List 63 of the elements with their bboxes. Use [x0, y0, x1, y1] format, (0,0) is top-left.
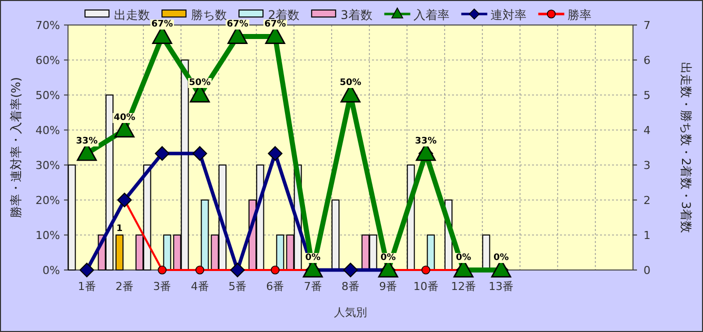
- legend-label: 入着率: [413, 8, 450, 22]
- x-axis-title: 人気別: [334, 306, 367, 319]
- data-label: 40%: [114, 113, 136, 123]
- data-label: 0%: [305, 253, 320, 263]
- y2-tick-label: 0: [644, 264, 650, 277]
- x-tick-label: 1番: [78, 280, 96, 293]
- y2-tick-label: 4: [644, 124, 650, 137]
- x-tick-label: 6番: [266, 280, 284, 293]
- y2-tick-label: 1: [644, 229, 650, 242]
- x-tick-label: 10番: [413, 280, 438, 293]
- y-tick-label: 60%: [36, 54, 60, 67]
- legend-label: 勝率: [567, 8, 592, 22]
- x-tick-label: 3番: [153, 280, 172, 293]
- data-label: 0%: [380, 253, 396, 263]
- data-label: 67%: [264, 20, 286, 30]
- x-tick-label: 5番: [228, 280, 246, 293]
- y-axis-title: 勝率・連対率・入着率(%): [9, 77, 23, 218]
- x-tick-label: 13番: [488, 280, 514, 293]
- data-label: 0%: [494, 253, 509, 263]
- point: [158, 266, 167, 274]
- y-tick-label: 40%: [36, 124, 60, 137]
- data-label: 33%: [415, 136, 437, 146]
- point: [230, 262, 245, 278]
- point: [268, 146, 282, 161]
- y2-tick-label: 7: [644, 19, 650, 32]
- point: [343, 262, 358, 278]
- x-tick-label: 9番: [379, 280, 398, 293]
- x-tick-label: 12番: [451, 280, 476, 293]
- legend-label: 連対率: [490, 8, 526, 22]
- y-tick-label: 0%: [42, 264, 60, 277]
- data-label: 0%: [456, 253, 472, 263]
- data-label: 67%: [226, 20, 248, 30]
- x-tick-label: 4番: [190, 280, 209, 293]
- bar: [68, 164, 76, 270]
- y2-tick-label: 6: [644, 54, 650, 67]
- y-tick-label: 10%: [36, 229, 60, 242]
- y2-tick-label: 3: [644, 159, 650, 172]
- point: [421, 266, 430, 274]
- x-tick-label: 8番: [342, 280, 360, 293]
- x-tick-label: 2番: [116, 280, 134, 293]
- legend-label: 3着数: [340, 8, 372, 22]
- data-label: 50%: [340, 78, 362, 88]
- data-label: 67%: [151, 20, 173, 30]
- y-tick-label: 30%: [36, 159, 60, 172]
- x-tick-label: 7番: [304, 280, 322, 293]
- point: [195, 266, 204, 274]
- y2-tick-label: 5: [644, 89, 650, 102]
- y2-tick-label: 2: [644, 194, 650, 207]
- y-tick-label: 20%: [36, 194, 60, 207]
- y-tick-label: 50%: [36, 89, 60, 102]
- point: [192, 146, 208, 161]
- point: [154, 146, 170, 161]
- y2-axis-title: 出走数・勝ち数・2着数・3着数: [679, 62, 693, 234]
- data-label: 50%: [189, 78, 211, 88]
- legend-label: 出走数: [114, 8, 150, 22]
- point: [270, 266, 280, 274]
- y-tick-label: 70%: [36, 19, 60, 32]
- data-label: 1: [116, 224, 123, 234]
- legend-label: 勝ち数: [191, 8, 227, 22]
- data-label: 33%: [76, 136, 98, 146]
- point: [117, 192, 132, 208]
- bar: [332, 200, 340, 270]
- point: [80, 262, 94, 278]
